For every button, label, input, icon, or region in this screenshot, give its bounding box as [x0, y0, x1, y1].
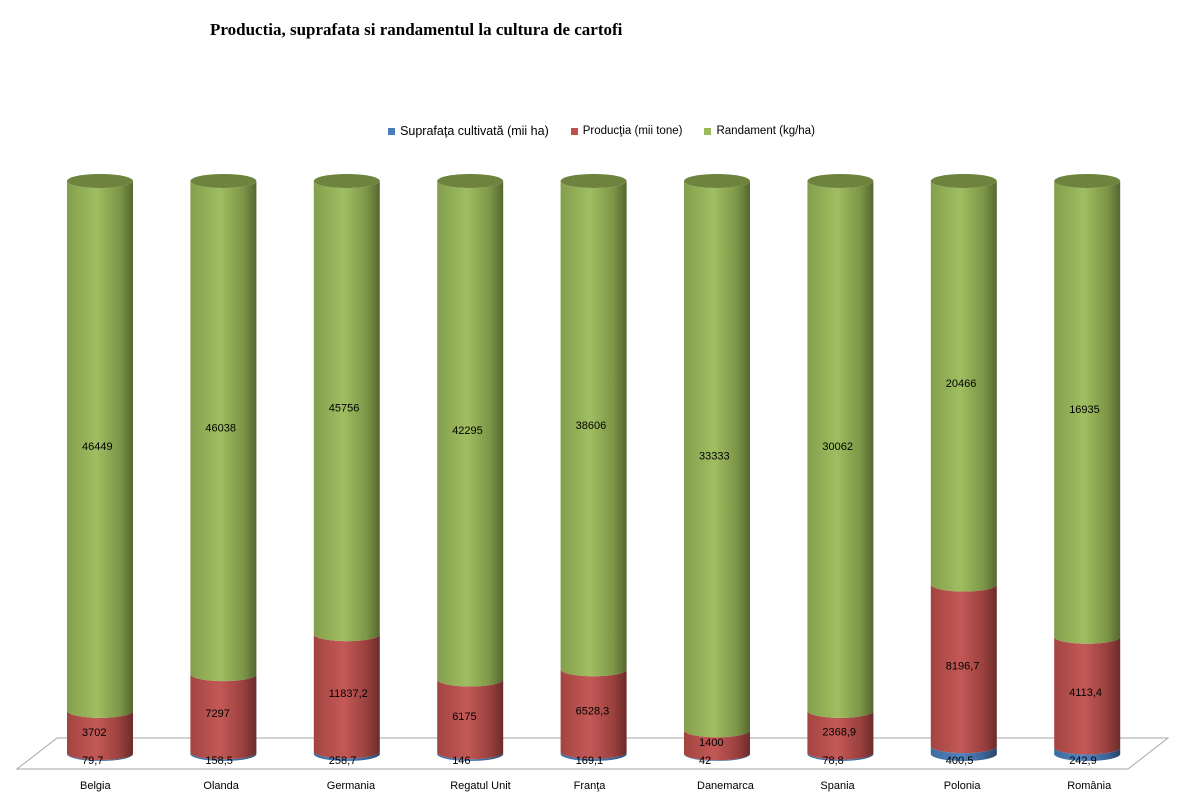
data-label-2-3: 42295: [452, 425, 483, 437]
bar-top-cap-2: [313, 174, 380, 188]
bar-segment-randament-8: [1054, 181, 1121, 644]
category-label-5: Danemarca: [697, 780, 755, 792]
bars-group: [67, 174, 1121, 761]
data-label-2-2: 45756: [329, 403, 360, 415]
bar-top-cap-7: [930, 174, 997, 188]
data-label-0-4: 169,1: [576, 755, 604, 767]
chart-floor: [15, 737, 1170, 770]
category-label-2: Germania: [327, 780, 376, 792]
bar-segment-suprafaţa-8: [1054, 747, 1121, 761]
data-label-1-7: 8196,7: [946, 660, 980, 672]
category-label-7: Polonia: [944, 780, 982, 792]
bar-segment-randament-7: [930, 181, 997, 592]
legend-item-suprafata: Suprafaţa cultivată (mii ha): [388, 124, 549, 138]
legend-label-suprafata: Suprafaţa cultivată (mii ha): [400, 124, 549, 138]
bar-segment-randament-3: [437, 181, 504, 687]
data-label-1-8: 4113,4: [1069, 687, 1102, 699]
category-label-6: Spania: [820, 780, 855, 792]
data-label-0-8: 242,9: [1069, 755, 1097, 767]
data-label-1-4: 6528,3: [576, 706, 610, 718]
bar-segment-producţia-1: [190, 674, 257, 760]
data-label-1-1: 7297: [205, 708, 229, 720]
bar-segment-suprafaţa-6: [807, 752, 874, 761]
bar-segment-producţia-7: [930, 584, 997, 754]
data-label-1-5: 1400: [699, 737, 723, 749]
legend-item-productia: Producţia (mii tone): [570, 124, 683, 138]
bar-segment-producţia-3: [437, 679, 504, 760]
bar-segment-randament-6: [807, 181, 874, 718]
data-label-2-8: 16935: [1069, 404, 1100, 416]
data-label-0-7: 400,5: [946, 755, 974, 767]
data-label-0-2: 258,7: [329, 755, 357, 767]
legend-label-productia: Producţia (mii tone): [582, 125, 683, 137]
chart-title: Productia, suprafata si randamentul la c…: [210, 20, 623, 39]
category-label-8: România: [1067, 780, 1112, 792]
bar-segment-producţia-2: [313, 634, 380, 759]
data-label-2-1: 46038: [205, 423, 236, 435]
legend-label-randament: Randament (kg/ha): [716, 125, 815, 137]
bar-top-cap-4: [560, 174, 627, 188]
bar-segment-producţia-4: [560, 669, 627, 759]
data-labels-group: 79,7 3702 46449 158,5 7297 46038 258,7 11837,2 4…: [82, 378, 1102, 767]
bar-top-cap-8: [1054, 174, 1121, 188]
data-label-2-5: 33333: [699, 451, 730, 463]
bar-segment-producţia-8: [1054, 636, 1121, 755]
data-label-0-6: 78,8: [822, 755, 843, 767]
data-label-0-5: 42: [699, 755, 711, 767]
bar-segment-suprafaţa-2: [313, 751, 380, 761]
data-label-1-0: 3702: [82, 727, 106, 739]
data-label-0-1: 158,5: [205, 755, 233, 767]
data-label-2-4: 38606: [576, 420, 607, 432]
bar-segment-randament-4: [560, 181, 627, 677]
data-label-2-6: 30062: [822, 441, 853, 453]
legend-item-randament: Randament (kg/ha): [704, 124, 815, 138]
data-label-1-6: 2368,9: [822, 727, 856, 739]
bar-segment-randament-2: [313, 181, 380, 642]
bar-segment-producţia-5: [684, 730, 751, 761]
bar-segment-randament-1: [190, 181, 257, 682]
bar-segment-suprafaţa-4: [560, 751, 627, 761]
bar-top-cap-5: [684, 174, 750, 188]
bar-segment-randament-5: [684, 181, 751, 738]
floor-outline: [15, 737, 1170, 770]
category-label-4: Franţa: [574, 780, 607, 792]
category-label-3: Regatul Unit: [450, 780, 511, 792]
bar-segment-producţia-6: [807, 710, 874, 760]
legend-swatch-productia: [570, 127, 578, 135]
bar-top-cap-0: [67, 174, 133, 188]
bar-segment-producţia-0: [67, 710, 133, 761]
bar-segment-suprafaţa-1: [190, 752, 257, 761]
legend-swatch-suprafata: [388, 127, 396, 135]
legend-swatch-randament: [704, 127, 712, 135]
data-label-2-0: 46449: [82, 441, 113, 453]
bar-top-cap-6: [807, 174, 874, 188]
category-label-0: Belgia: [80, 780, 111, 792]
data-label-2-7: 20466: [946, 378, 977, 390]
data-label-0-0: 79,7: [82, 755, 103, 767]
bar-segment-suprafaţa-3: [437, 752, 504, 761]
legend: Suprafaţa cultivată (mii ha) Producţia (…: [0, 124, 1203, 138]
data-label-1-2: 11837,2: [329, 688, 368, 700]
bar-segment-suprafaţa-7: [930, 746, 997, 761]
data-label-0-3: 146: [452, 755, 470, 767]
bar-top-cap-1: [190, 174, 257, 188]
bar-top-cap-3: [437, 174, 504, 188]
category-labels-group: Belgia Olanda Germania Regatul Unit Franţa Da…: [80, 780, 1112, 792]
bar-segment-randament-0: [67, 181, 133, 718]
category-label-1: Olanda: [203, 780, 239, 792]
data-label-1-3: 6175: [452, 711, 476, 723]
